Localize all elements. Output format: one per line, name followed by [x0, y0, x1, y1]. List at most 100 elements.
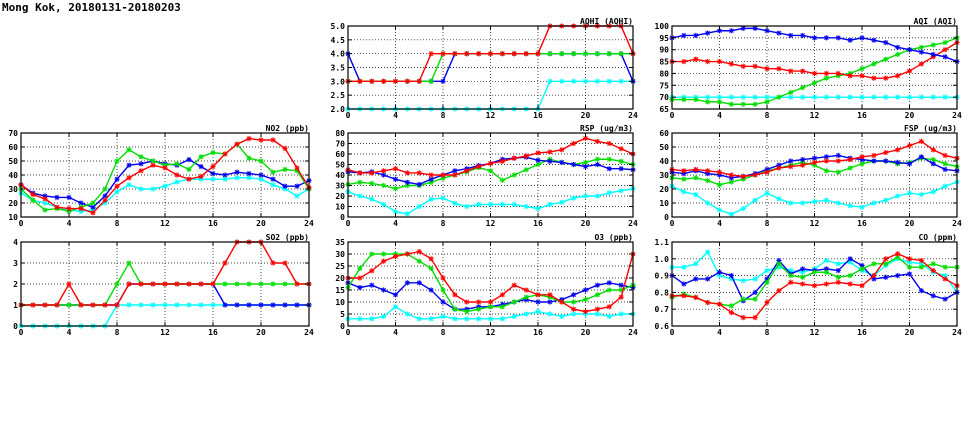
x-tick-label: 4 — [393, 328, 398, 337]
marker-stroke — [729, 94, 734, 100]
marker-stroke — [270, 182, 276, 188]
data-point-blue — [930, 51, 936, 58]
data-point-red — [258, 137, 264, 143]
data-point-cyan — [606, 78, 612, 84]
data-point-red — [476, 51, 482, 57]
marker-stroke — [126, 147, 132, 153]
data-point-red — [547, 149, 553, 155]
marker-stroke — [871, 273, 877, 278]
data-point-cyan — [210, 176, 216, 182]
marker-stroke — [258, 176, 264, 182]
marker-stroke — [90, 204, 96, 210]
marker-stroke — [907, 143, 912, 148]
y-tick-label: 35 — [335, 238, 345, 247]
data-point-red — [918, 61, 924, 67]
data-point-red — [282, 260, 288, 266]
data-point-blue — [102, 193, 108, 199]
data-point-blue — [258, 172, 264, 178]
series-line-cyan — [20, 177, 310, 213]
data-point-red — [78, 206, 84, 212]
data-point-green — [918, 264, 924, 270]
marker-stroke — [381, 314, 386, 319]
marker-stroke — [871, 61, 877, 67]
data-point-green — [811, 80, 818, 86]
data-point-green — [428, 78, 434, 84]
marker-stroke — [258, 137, 264, 143]
data-point-cyan — [357, 316, 363, 322]
page-title: Mong Kok, 20180131-20180203 — [2, 1, 181, 14]
data-point-cyan — [381, 313, 387, 319]
x-tick-label: 12 — [810, 328, 820, 337]
y-tick-label: 0 — [340, 322, 345, 331]
x-tick-label: 20 — [905, 328, 915, 337]
marker-stroke — [559, 79, 565, 84]
data-point-cyan — [800, 94, 806, 100]
x-tick-label: 24 — [628, 219, 638, 228]
data-point-blue — [883, 40, 889, 46]
marker-stroke — [717, 28, 722, 34]
marker-stroke — [114, 183, 120, 189]
data-point-red — [511, 155, 517, 161]
marker-stroke — [559, 199, 565, 205]
data-point-blue — [895, 273, 901, 279]
marker-stroke — [907, 190, 912, 196]
x-tick-label: 20 — [581, 111, 591, 120]
data-point-red — [716, 301, 723, 307]
data-point-red — [811, 159, 818, 165]
data-point-red — [716, 169, 723, 175]
marker-stroke — [511, 155, 517, 161]
marker-stroke — [559, 314, 565, 319]
marker-stroke — [871, 37, 877, 43]
marker-stroke — [618, 146, 624, 152]
marker-stroke — [606, 51, 612, 56]
marker-stroke — [618, 311, 624, 317]
data-point-cyan — [487, 316, 494, 322]
marker-stroke — [464, 51, 470, 56]
data-point-cyan — [906, 190, 913, 196]
data-point-cyan — [559, 78, 565, 84]
data-point-red — [523, 51, 529, 57]
data-point-green — [906, 264, 913, 270]
data-point-red — [464, 168, 470, 174]
data-point-red — [487, 160, 494, 167]
data-point-green — [681, 176, 687, 182]
marker-stroke — [440, 275, 446, 281]
data-point-cyan — [428, 196, 434, 202]
marker-stroke — [835, 200, 841, 206]
x-tick-label: 4 — [67, 328, 72, 337]
data-point-red — [918, 138, 924, 144]
data-point-cyan — [942, 183, 948, 189]
marker-stroke — [174, 161, 180, 167]
marker-stroke — [859, 73, 865, 79]
marker-stroke — [357, 285, 363, 290]
marker-stroke — [393, 176, 398, 182]
marker-stroke — [405, 79, 410, 84]
data-point-green — [752, 296, 758, 302]
marker-stroke — [270, 176, 276, 182]
marker-stroke — [907, 94, 912, 100]
marker-stroke — [847, 73, 853, 79]
data-point-green — [681, 96, 687, 103]
data-point-green — [788, 273, 794, 279]
marker-stroke — [895, 251, 900, 257]
data-point-red — [357, 275, 363, 281]
chart-no2: 0 4 8 12 16 20 24 10 20 30 40 50 60 70 NO2 (ppb) — [8, 124, 314, 228]
data-point-cyan — [559, 199, 565, 205]
data-point-cyan — [582, 78, 589, 84]
data-point-red — [381, 78, 387, 84]
data-point-red — [883, 150, 889, 156]
data-point-cyan — [392, 304, 399, 310]
marker-stroke — [357, 180, 363, 185]
data-point-green — [499, 177, 505, 183]
marker-stroke — [606, 287, 612, 293]
marker-stroke — [681, 176, 687, 182]
y-tick-label: 4 — [13, 238, 18, 247]
x-tick-label: 16 — [533, 111, 543, 120]
marker-stroke — [859, 266, 865, 272]
marker-stroke — [162, 165, 168, 171]
marker-stroke — [824, 94, 829, 100]
marker-stroke — [222, 176, 228, 182]
data-point-blue — [535, 299, 541, 305]
marker-stroke — [681, 59, 687, 64]
data-point-blue — [234, 169, 240, 175]
